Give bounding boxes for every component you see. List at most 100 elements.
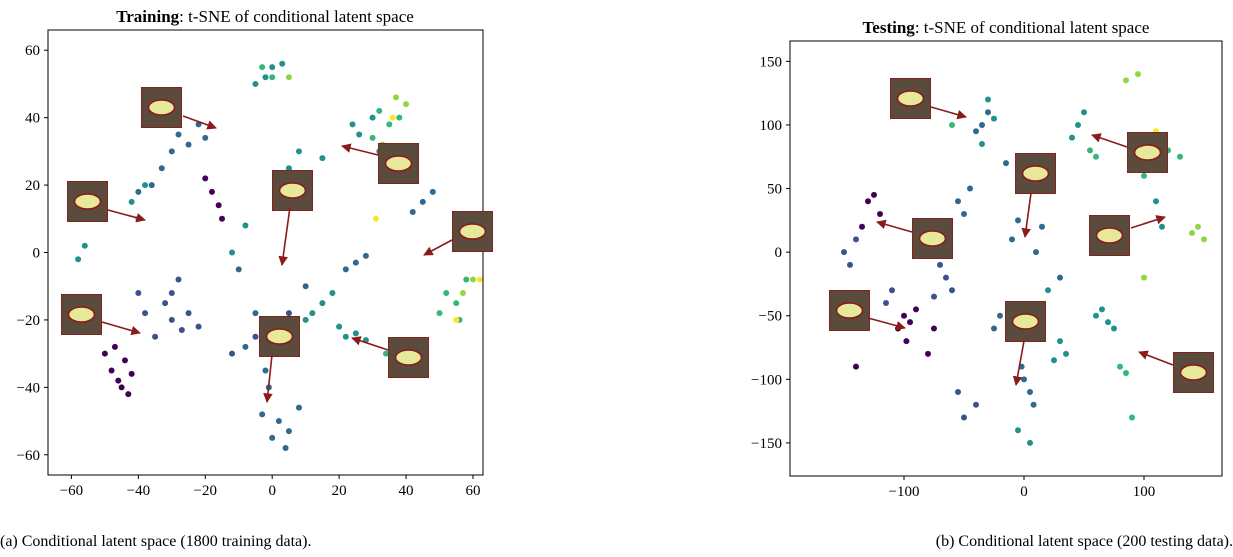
x-tick-label: 60 — [465, 483, 480, 499]
point — [1093, 313, 1099, 319]
point — [176, 132, 182, 138]
point — [1123, 370, 1129, 376]
point — [119, 384, 125, 390]
y-tick-label: −20 — [17, 313, 40, 329]
point — [477, 276, 483, 282]
point — [319, 155, 325, 161]
point — [286, 74, 292, 80]
point — [961, 211, 967, 217]
point — [1153, 198, 1159, 204]
x-tick-label: 0 — [1020, 484, 1028, 500]
point — [152, 334, 158, 340]
point — [186, 142, 192, 148]
point — [997, 313, 1003, 319]
point — [229, 250, 235, 256]
caption: (a) Conditional latent space (1800 train… — [0, 533, 311, 550]
point — [125, 391, 131, 397]
point — [991, 116, 997, 122]
x-tick-label: −100 — [889, 484, 920, 500]
point — [991, 325, 997, 331]
point — [353, 330, 359, 336]
point — [319, 300, 325, 306]
point — [1027, 440, 1033, 446]
point — [242, 223, 248, 229]
point — [955, 198, 961, 204]
point — [841, 249, 847, 255]
point — [259, 411, 265, 417]
point — [901, 313, 907, 319]
point — [1129, 414, 1135, 420]
point — [309, 310, 315, 316]
point — [329, 290, 335, 296]
point — [303, 317, 309, 323]
point — [913, 306, 919, 312]
point — [102, 351, 108, 357]
point — [109, 367, 115, 373]
point — [889, 287, 895, 293]
point — [1189, 230, 1195, 236]
point — [937, 262, 943, 268]
point — [955, 389, 961, 395]
x-tick-label: 100 — [1133, 484, 1156, 500]
point — [202, 135, 208, 141]
title-bold: Training — [116, 7, 179, 26]
figure: Training: t-SNE of conditional latent sp… — [0, 0, 1233, 557]
x-tick-label: −40 — [127, 483, 150, 499]
point — [115, 378, 121, 384]
y-tick-label: 50 — [767, 182, 782, 198]
point — [853, 236, 859, 242]
point — [931, 294, 937, 300]
point — [390, 115, 396, 121]
point — [186, 310, 192, 316]
point — [453, 317, 459, 323]
point — [1009, 236, 1015, 242]
point — [149, 182, 155, 188]
point — [353, 260, 359, 266]
point — [129, 371, 135, 377]
point — [1081, 109, 1087, 115]
point — [1033, 249, 1039, 255]
point — [1031, 402, 1037, 408]
point — [252, 81, 258, 87]
point — [135, 290, 141, 296]
point — [236, 266, 242, 272]
point — [985, 97, 991, 103]
point — [979, 122, 985, 128]
point — [1141, 173, 1147, 179]
y-tick-label: −150 — [751, 436, 782, 452]
y-tick-label: −60 — [17, 448, 40, 464]
point — [373, 216, 379, 222]
point — [370, 115, 376, 121]
point — [1021, 376, 1027, 382]
point — [252, 310, 258, 316]
point — [1015, 427, 1021, 433]
point — [252, 334, 258, 340]
point — [269, 74, 275, 80]
point — [961, 414, 967, 420]
y-tick-label: −50 — [759, 309, 782, 325]
point — [967, 186, 973, 192]
point — [276, 418, 282, 424]
title-rest: : t-SNE of conditional latent space — [179, 7, 414, 26]
point — [847, 262, 853, 268]
point — [865, 198, 871, 204]
point — [907, 319, 913, 325]
point — [1051, 357, 1057, 363]
y-tick-label: 60 — [25, 43, 40, 59]
point — [370, 135, 376, 141]
point — [883, 300, 889, 306]
point — [216, 202, 222, 208]
plot-frame — [790, 41, 1222, 476]
point — [162, 300, 168, 306]
x-tick-label: −60 — [60, 483, 83, 499]
point — [386, 121, 392, 127]
point — [363, 253, 369, 259]
y-tick-label: 150 — [760, 54, 783, 70]
point — [1069, 135, 1075, 141]
point — [1141, 275, 1147, 281]
point — [943, 275, 949, 281]
point — [1075, 122, 1081, 128]
point — [269, 435, 275, 441]
point — [336, 324, 342, 330]
point — [179, 327, 185, 333]
